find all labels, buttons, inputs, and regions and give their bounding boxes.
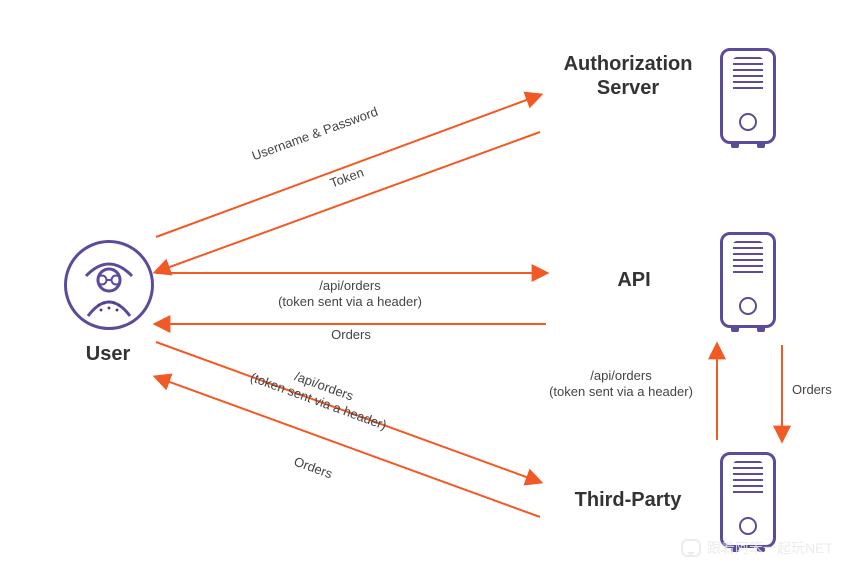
edge-label-e3: /api/orders (token sent via a header) xyxy=(250,278,450,311)
edge-e2 xyxy=(156,132,540,272)
chat-bubble-icon xyxy=(681,539,701,557)
watermark: 跟着阿笨一起玩NET xyxy=(681,538,833,558)
edge-label-e4: Orders xyxy=(316,327,386,343)
watermark-text: 跟着阿笨一起玩NET xyxy=(707,538,833,558)
diagram-canvas: User Authorization Server API Third-Part… xyxy=(0,0,847,568)
edge-label-e8: Orders xyxy=(792,382,847,398)
edge-label-e7: /api/orders (token sent via a header) xyxy=(536,368,706,401)
